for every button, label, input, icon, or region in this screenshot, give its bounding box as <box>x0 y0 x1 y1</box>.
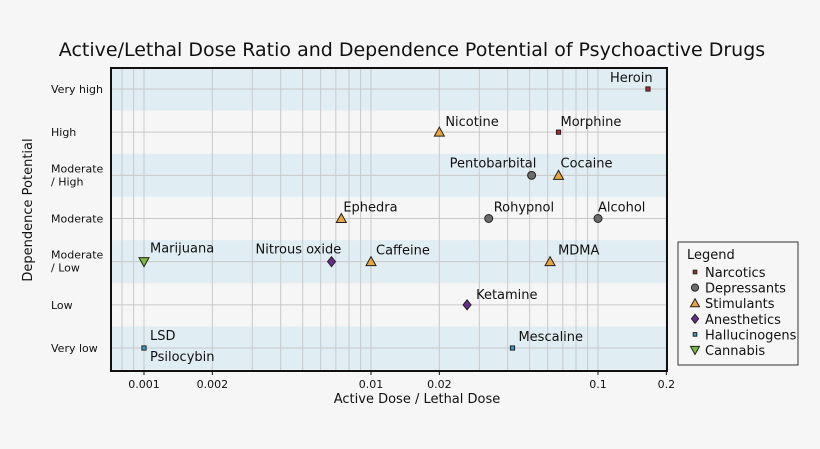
y-tick-label: Moderate / High <box>51 162 104 188</box>
x-tick-label: 0.02 <box>427 378 452 391</box>
x-tick-label: 0.002 <box>197 378 229 391</box>
point-label: Ketamine <box>476 288 537 303</box>
data-point-anesthetics <box>326 255 337 268</box>
plot-background <box>111 68 667 371</box>
y-tick-label-line: Moderate <box>51 249 104 262</box>
point-label: Nitrous oxide <box>256 243 342 258</box>
y-tick-label-line: / High <box>51 175 84 188</box>
x-tick-label: 0.001 <box>128 378 160 391</box>
chart-title: Active/Lethal Dose Ratio and Dependence … <box>59 39 765 61</box>
point-label: Morphine <box>561 115 622 130</box>
point-label: Rohypnol <box>494 201 554 216</box>
legend-marker-narcotics <box>692 269 698 275</box>
data-point-anesthetics <box>462 299 472 311</box>
y-tick-label-line: Very high <box>51 83 103 96</box>
data-point-narcotics <box>645 86 651 92</box>
point-label: Marijuana <box>150 242 214 257</box>
y-tick-label-line: Moderate <box>51 213 104 226</box>
legend-marker-stimulants <box>689 297 701 308</box>
data-point-hallucinogens <box>509 345 516 351</box>
legend-title: Legend <box>687 248 735 263</box>
y-tick-label-line: Very low <box>51 342 98 355</box>
point-label: LSD <box>150 329 176 344</box>
legend-entry-hallucinogens: Hallucinogens <box>705 328 797 343</box>
point-label: Nicotine <box>445 115 498 130</box>
x-tick-label: 0.01 <box>359 378 384 391</box>
point-label: Pentobarbital <box>450 156 537 171</box>
legend-marker-hallucinogens <box>692 332 698 337</box>
legend-marker-depressants <box>690 283 700 292</box>
legend-entry-depressants: Depressants <box>705 282 786 297</box>
data-point-stimulants <box>552 169 565 180</box>
x-tick-label: 0.2 <box>658 378 676 391</box>
x-axis-label: Active Dose / Lethal Dose <box>334 392 501 407</box>
data-point-depressants <box>527 170 537 180</box>
y-axis-label: Dependence Potential <box>21 138 36 281</box>
legend-marker-anesthetics <box>690 313 700 325</box>
y-tick-label: Moderate <box>51 213 104 226</box>
y-tick-label-line: Low <box>51 299 73 312</box>
point-label: Cocaine <box>561 156 613 171</box>
data-point-stimulants <box>433 126 446 137</box>
y-tick-label: Very high <box>51 83 103 96</box>
data-point-narcotics <box>555 129 562 135</box>
legend-entry-anesthetics: Anesthetics <box>705 313 781 328</box>
y-tick-label-line: / Low <box>51 262 80 275</box>
point-label: Ephedra <box>343 201 397 216</box>
legend-entry-narcotics: Narcotics <box>705 266 766 281</box>
data-point-hallucinogens <box>141 345 147 351</box>
y-tick-label: Very low <box>51 342 98 355</box>
data-point-stimulants <box>335 212 348 223</box>
point-label: Caffeine <box>376 244 430 259</box>
legend-entry-stimulants: Stimulants <box>705 297 775 312</box>
y-tick-label: High <box>51 126 76 139</box>
point-label: Mescaline <box>518 330 583 345</box>
plot-frame <box>110 67 668 372</box>
y-tick-label-line: Moderate <box>51 162 104 175</box>
legend-entry-cannabis: Cannabis <box>705 344 765 359</box>
y-tick-label-line: High <box>51 126 76 139</box>
data-point-cannabis <box>138 257 150 268</box>
point-label: Alcohol <box>598 201 645 216</box>
x-tick-label: 0.1 <box>589 378 607 391</box>
point-label: MDMA <box>558 244 599 259</box>
y-tick-label: Low <box>51 299 73 312</box>
point-label: Heroin <box>610 71 653 86</box>
legend-marker-cannabis <box>689 345 701 356</box>
data-point-stimulants <box>544 255 556 267</box>
data-point-stimulants <box>365 255 377 267</box>
data-point-depressants <box>593 214 603 223</box>
point-label: Psilocybin <box>150 350 215 365</box>
data-point-depressants <box>484 214 494 223</box>
y-tick-label: Moderate / Low <box>51 249 104 275</box>
